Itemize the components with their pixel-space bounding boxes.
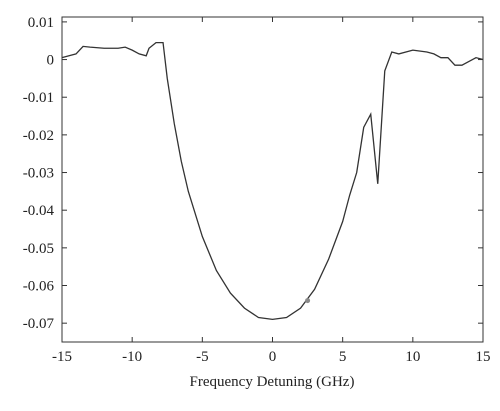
- x-tick-label: -15: [52, 349, 72, 365]
- x-axis-label: Frequency Detuning (GHz): [190, 374, 355, 390]
- y-tick-label: -0.06: [23, 279, 55, 295]
- line: [61, 41, 484, 321]
- y-tick-label: -0.01: [23, 90, 54, 106]
- y-tick-label: -0.03: [23, 166, 54, 182]
- plot-frame: [61, 16, 484, 343]
- x-tick-label: 5: [339, 349, 347, 365]
- x-tick-label: 0: [269, 349, 277, 365]
- y-tick-label: -0.07: [23, 316, 55, 332]
- y-tick-label: -0.04: [23, 203, 55, 219]
- y-tick-label: -0.05: [23, 241, 54, 257]
- x-tick-label: 10: [405, 349, 420, 365]
- x-tick-label: -10: [122, 349, 142, 365]
- y-tick-label: 0.01: [28, 15, 54, 31]
- y-tick-label: -0.02: [23, 128, 54, 144]
- x-tick-label: 15: [476, 349, 491, 365]
- y-tick-label: 0: [47, 53, 55, 69]
- marker-point: [305, 298, 311, 304]
- x-tick-label: -5: [196, 349, 209, 365]
